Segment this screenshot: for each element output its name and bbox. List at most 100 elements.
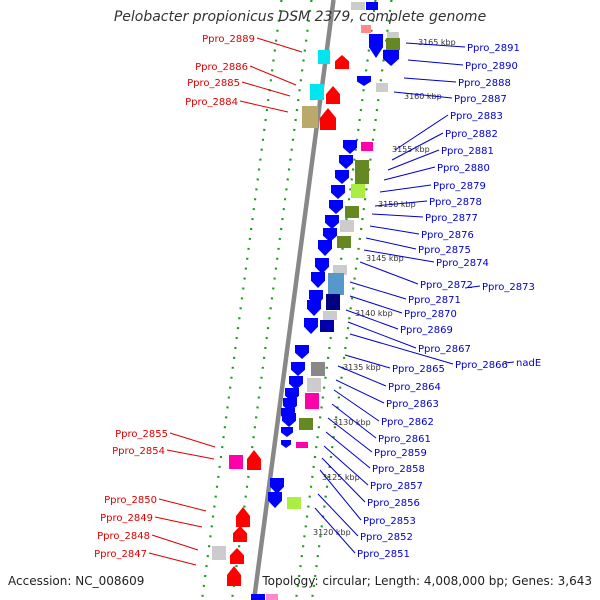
feature-block: [251, 594, 265, 600]
gene-label-ppro_2879: Ppro_2879: [433, 181, 486, 192]
reverse-cds-arrow: [281, 427, 293, 437]
kbp-tick-label: 3120 kbp: [313, 528, 351, 537]
gene-label-ppro_2871: Ppro_2871: [408, 295, 461, 306]
feature-block: [287, 497, 301, 509]
gene-label-ppro_2875: Ppro_2875: [418, 245, 471, 256]
feature-block: [323, 311, 337, 320]
gene-label-ppro_2861: Ppro_2861: [378, 434, 431, 445]
feature-block: [310, 84, 324, 100]
feature-block: [229, 455, 243, 469]
right-label-connector: [335, 379, 385, 404]
feature-block: [320, 320, 334, 332]
feature-block: [299, 418, 313, 430]
gene-label-ppro_2858: Ppro_2858: [372, 464, 425, 475]
feature-block: [337, 236, 351, 248]
reverse-cds-arrow: [335, 170, 349, 184]
gene-label-ppro_2851: Ppro_2851: [357, 549, 410, 560]
gene-label-ppro_2850: Ppro_2850: [104, 495, 157, 506]
feature-block: [266, 594, 278, 600]
right-label-connector: [319, 469, 362, 521]
left-label-connector: [239, 100, 289, 113]
right-label-connector: [387, 149, 440, 171]
gene-label-ppro_2890: Ppro_2890: [465, 61, 518, 72]
reverse-cds-arrow: [383, 50, 399, 66]
feature-block: [376, 83, 388, 92]
left-gene-labels: Ppro_2889 Ppro_2886 Ppro_2885 Ppro_2884 Ppro…: [94, 34, 303, 566]
forward-cds-arrow: [230, 548, 244, 564]
right-label-connector: [393, 91, 453, 99]
feature-block: [311, 362, 325, 376]
kbp-tick-label: 3140 kbp: [355, 309, 393, 318]
right-label-connector: [321, 457, 366, 503]
right-label-connector: [349, 281, 407, 300]
right-label-connector: [331, 403, 377, 439]
reverse-cds-arrow: [357, 76, 371, 86]
reverse-cds-arrow: [325, 215, 339, 229]
left-label-connector: [166, 449, 215, 460]
kbp-tick-label: 3165 kbp: [418, 38, 456, 47]
reverse-cds-arrow: [343, 140, 357, 154]
gene-label-ppro_2873: Ppro_2873: [482, 282, 535, 293]
feature-block: [302, 106, 318, 128]
feature-block: [296, 442, 308, 448]
dotted-track: [200, 0, 283, 600]
right-gene-labels: Ppro_2891 Ppro_2890 Ppro_2888 Ppro_2887 Ppro…: [314, 42, 541, 560]
dotted-track: [310, 0, 393, 600]
gene-label-ppro_2878: Ppro_2878: [429, 197, 482, 208]
reverse-cds-arrow: [307, 300, 321, 316]
gene-label-ppro_2865: Ppro_2865: [392, 364, 445, 375]
feature-block: [340, 220, 354, 232]
gene-label-ppro_2867: Ppro_2867: [418, 344, 471, 355]
left-label-connector: [249, 65, 297, 86]
feature-block: [361, 25, 371, 33]
feature-block: [333, 265, 347, 275]
forward-cds-arrow: [335, 55, 349, 69]
gene-label-ppro_2870: Ppro_2870: [404, 309, 457, 320]
right-label-connector: [325, 431, 371, 469]
left-label-connector: [256, 37, 303, 53]
reverse-cds-arrow: [270, 478, 284, 494]
feature-block: [307, 378, 321, 392]
right-label-connector: [359, 261, 419, 285]
gene-label-ppro_2864: Ppro_2864: [388, 382, 441, 393]
reverse-cds-arrow: [282, 413, 296, 427]
right-label-connector: [323, 445, 369, 486]
gene-label-ppro_2856: Ppro_2856: [367, 498, 420, 509]
feature-block: [328, 273, 344, 295]
right-label-connector: [405, 42, 466, 48]
feature-block: [386, 38, 400, 50]
gene-label-ppro_2866: Ppro_2866: [455, 360, 508, 371]
reverse-cds-arrow: [329, 200, 343, 214]
right-label-connector: [464, 285, 481, 289]
gene-label-ppro_2888: Ppro_2888: [458, 78, 511, 89]
right-label-connector: [379, 184, 432, 193]
gene-label-ppro_2848: Ppro_2848: [97, 531, 150, 542]
forward-cds-arrow: [233, 526, 247, 542]
right-label-connector: [363, 249, 435, 263]
reverse-cds-arrow: [315, 258, 329, 274]
left-label-connector: [241, 81, 291, 97]
feature-block: [366, 2, 378, 10]
gene-label-ppro_2852: Ppro_2852: [360, 532, 413, 543]
gene-label-ppro_2854: Ppro_2854: [112, 446, 165, 457]
right-label-connector: [371, 213, 424, 218]
left-label-connector: [151, 534, 199, 551]
gene-label-ppro_2855: Ppro_2855: [115, 429, 168, 440]
gene-label-ppro_2872: Ppro_2872: [420, 280, 473, 291]
right-label-connector: [333, 389, 380, 422]
right-label-connector: [337, 365, 387, 387]
gene-label-ppro_2889: Ppro_2889: [202, 34, 255, 45]
right-label-connector: [403, 77, 457, 83]
kbp-tick-label: 3130 kbp: [333, 418, 371, 427]
feature-block: [351, 184, 365, 198]
gene-label-ppro_2891: Ppro_2891: [467, 43, 520, 54]
map-title: Pelobacter propionicus DSM 2379, complet…: [113, 9, 487, 25]
left-label-connector: [158, 498, 207, 512]
feature-block: [318, 50, 330, 64]
forward-cds-arrow: [320, 108, 336, 130]
summary-text: Topology: circular; Length: 4,008,000 bp…: [262, 574, 592, 588]
right-label-connector: [314, 507, 356, 554]
feature-block: [387, 32, 399, 42]
feature-block: [326, 294, 340, 310]
